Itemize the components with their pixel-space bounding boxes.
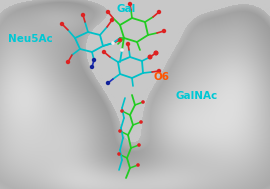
Circle shape — [120, 48, 124, 52]
Circle shape — [157, 10, 161, 14]
Circle shape — [126, 42, 130, 46]
Circle shape — [154, 51, 158, 55]
Circle shape — [60, 22, 64, 26]
Circle shape — [110, 18, 114, 22]
Text: Gal: Gal — [116, 4, 135, 14]
Circle shape — [90, 65, 94, 69]
Text: Neu5Ac: Neu5Ac — [8, 34, 53, 44]
Circle shape — [120, 109, 124, 113]
Circle shape — [66, 60, 70, 64]
Circle shape — [111, 41, 115, 45]
Circle shape — [141, 100, 145, 104]
Circle shape — [106, 10, 110, 14]
Circle shape — [157, 69, 161, 73]
Circle shape — [118, 38, 122, 42]
Circle shape — [137, 143, 141, 147]
Circle shape — [92, 58, 96, 62]
Circle shape — [154, 50, 158, 56]
Circle shape — [106, 81, 110, 85]
Circle shape — [81, 13, 85, 17]
Circle shape — [102, 50, 106, 54]
Text: GalNAc: GalNAc — [176, 91, 218, 101]
Circle shape — [136, 163, 140, 167]
Circle shape — [147, 54, 153, 60]
Circle shape — [117, 152, 121, 156]
Circle shape — [139, 120, 143, 124]
Circle shape — [128, 2, 132, 6]
Text: O6: O6 — [154, 72, 170, 82]
Circle shape — [162, 29, 166, 33]
Circle shape — [118, 129, 122, 133]
